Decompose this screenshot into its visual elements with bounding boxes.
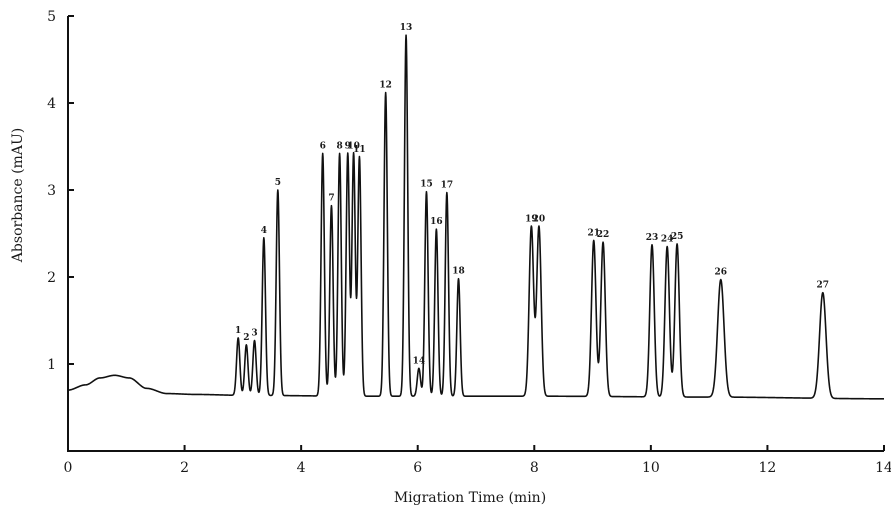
x-tick-label: 0	[64, 460, 73, 476]
x-tick-label: 6	[413, 460, 422, 476]
peak-label: 11	[353, 145, 366, 155]
peak-label: 27	[817, 281, 830, 291]
peak-label: 19	[525, 215, 538, 225]
absorbance-trace	[67, 34, 885, 400]
x-tick-label: 10	[642, 460, 660, 476]
peak-label: 12	[379, 81, 392, 91]
peak-label: 15	[420, 180, 433, 190]
peak-label: 5	[275, 178, 281, 188]
x-tick-label: 12	[759, 460, 777, 476]
peak-label: 20	[533, 215, 546, 225]
peak-label: 24	[661, 235, 674, 245]
x-tick-label: 4	[297, 460, 306, 476]
peak-label: 3	[251, 329, 257, 339]
y-tick-label: 5	[47, 9, 56, 25]
peak-label: 21	[587, 228, 600, 238]
peak-label: 25	[671, 232, 684, 242]
peak-label: 16	[430, 217, 443, 227]
peak-label: 6	[320, 141, 326, 151]
peak-label: 10	[347, 141, 360, 151]
peak-label: 22	[597, 230, 610, 240]
peak-label: 4	[261, 226, 267, 236]
x-tick-label: 14	[875, 460, 891, 476]
peak-label: 18	[452, 267, 465, 277]
axes	[67, 16, 884, 452]
y-tick-label: 4	[47, 96, 56, 112]
peak-label: 26	[715, 268, 728, 278]
peak-label: 13	[400, 23, 413, 33]
y-tick-label: 2	[47, 270, 56, 286]
peak-label: 9	[345, 141, 351, 151]
x-tick-label: 2	[180, 460, 189, 476]
peak-label: 14	[413, 356, 426, 366]
x-tick-label: 8	[530, 460, 539, 476]
peak-label: 7	[328, 194, 334, 204]
y-tick-label: 1	[47, 357, 56, 373]
trace-group	[67, 34, 885, 400]
peak-label: 17	[441, 181, 454, 191]
x-axis-label: Migration Time (min)	[394, 490, 546, 506]
y-axis-label: Absorbance (mAU)	[10, 128, 26, 263]
y-tick-label: 3	[47, 183, 56, 199]
peak-label: 2	[243, 333, 249, 343]
peak-label: 1	[235, 326, 241, 336]
peak-label: 8	[336, 141, 342, 151]
peak-label: 23	[646, 233, 659, 243]
